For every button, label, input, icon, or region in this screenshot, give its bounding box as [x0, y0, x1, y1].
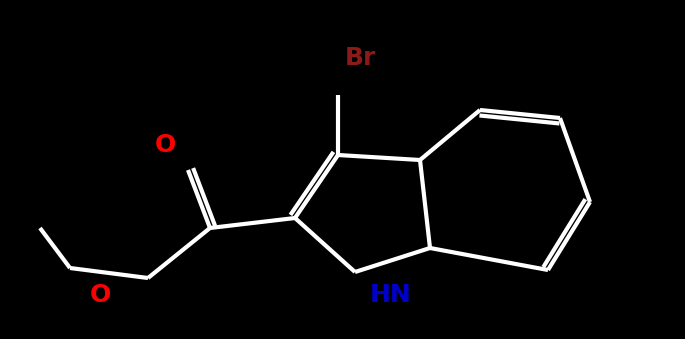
Text: HN: HN [370, 283, 412, 307]
Text: O: O [89, 283, 110, 307]
Text: O: O [154, 133, 175, 157]
Text: Br: Br [345, 46, 376, 70]
